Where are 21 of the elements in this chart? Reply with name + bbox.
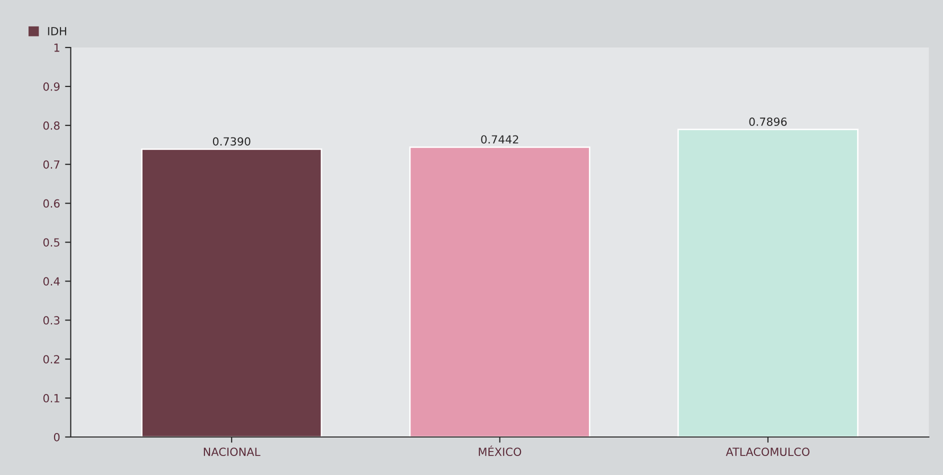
data-label: 0.7442 xyxy=(481,135,518,144)
y-tick-label: 0.5 xyxy=(43,238,60,247)
x-tick-label: ATLACOMULCO xyxy=(726,448,810,456)
y-tick-label: 0.6 xyxy=(43,199,60,208)
y-tick-label: 0.9 xyxy=(43,82,60,91)
y-tick-label: 0.7 xyxy=(43,160,60,169)
y-tick-label: 0.8 xyxy=(43,121,60,130)
data-label: 0.7390 xyxy=(212,137,250,146)
y-tick-label: 1 xyxy=(54,44,60,52)
y-tick-label: 0 xyxy=(54,432,60,442)
y-tick-label: 0.2 xyxy=(43,355,60,364)
x-tick-label: NACIONAL xyxy=(204,448,260,456)
bar xyxy=(141,148,322,437)
bar xyxy=(677,128,858,437)
y-tick-label: 0.4 xyxy=(43,277,60,286)
y-tick-label: 0.1 xyxy=(43,394,60,402)
data-label: 0.7896 xyxy=(749,118,787,126)
x-tick-label: MÉXICO xyxy=(478,446,522,456)
y-tick-label: 0.3 xyxy=(43,316,60,325)
legend-label: IDH xyxy=(48,27,66,36)
bar xyxy=(409,146,590,437)
